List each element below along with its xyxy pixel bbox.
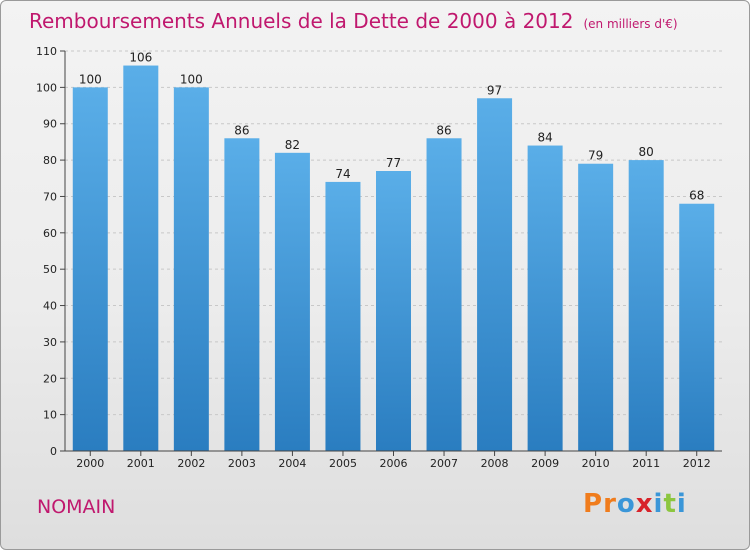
bar-2000 (72, 87, 108, 451)
y-tick-label: 10 (43, 409, 57, 422)
logo-letter: r (603, 489, 617, 519)
x-tick-label: 2000 (76, 457, 104, 470)
x-tick-label: 2010 (582, 457, 610, 470)
chart-title-main: Remboursements Annuels de la Dette de 20… (29, 9, 574, 33)
x-tick-label: 2001 (127, 457, 155, 470)
chart-title: Remboursements Annuels de la Dette de 20… (29, 9, 678, 33)
x-tick-label: 2007 (430, 457, 458, 470)
bar-2007 (426, 138, 462, 452)
x-tick-label: 2012 (683, 457, 711, 470)
bar-2004 (274, 152, 310, 451)
bar-2009 (527, 145, 563, 451)
chart-title-unit: (en milliers d'€) (583, 17, 678, 31)
y-tick-label: 0 (50, 445, 57, 458)
y-tick-label: 110 (36, 45, 57, 58)
proxiti-logo: Proxiti (583, 489, 687, 519)
y-tick-label: 30 (43, 336, 57, 349)
bars (72, 65, 715, 452)
bar-2005 (325, 181, 361, 451)
value-label: 86 (234, 123, 249, 137)
y-tick-label: 60 (43, 227, 57, 240)
y-tick-label: 40 (43, 300, 57, 313)
place-name: NOMAIN (37, 496, 116, 518)
value-label: 100 (180, 72, 203, 86)
value-label: 80 (639, 145, 654, 159)
bar-2002 (173, 87, 209, 451)
bar-2010 (578, 163, 614, 451)
axes (60, 50, 722, 456)
value-label: 84 (537, 131, 552, 145)
bar-2012 (679, 203, 715, 451)
x-tick-label: 2004 (278, 457, 306, 470)
value-label: 68 (689, 189, 704, 203)
labels: 0 10 20 30 40 50 60 70 80 90 100 110 2000 100 2001 106 2… (36, 45, 711, 470)
logo-letter: t (663, 489, 677, 519)
bar-2008 (477, 98, 513, 451)
logo-letter: x (635, 489, 654, 519)
x-tick-label: 2011 (632, 457, 660, 470)
value-label: 79 (588, 149, 603, 163)
x-tick-label: 2008 (481, 457, 509, 470)
x-tick-label: 2005 (329, 457, 357, 470)
value-label: 82 (285, 138, 300, 152)
y-tick-label: 90 (43, 118, 57, 131)
value-label: 106 (129, 51, 152, 65)
x-tick-label: 2002 (177, 457, 205, 470)
x-tick-label: 2009 (531, 457, 559, 470)
y-tick-label: 20 (43, 372, 57, 385)
value-label: 74 (335, 167, 350, 181)
y-tick-label: 50 (43, 263, 57, 276)
value-label: 100 (79, 72, 102, 86)
bar-2001 (123, 65, 159, 451)
value-label: 97 (487, 83, 502, 97)
value-label: 77 (386, 156, 401, 170)
value-label: 86 (436, 123, 451, 137)
y-tick-label: 80 (43, 154, 57, 167)
logo-letter: i (676, 489, 687, 519)
bar-2003 (224, 138, 260, 452)
x-tick-label: 2006 (380, 457, 408, 470)
x-tick-label: 2003 (228, 457, 256, 470)
y-tick-label: 70 (43, 190, 57, 203)
logo-letter: P (583, 489, 604, 519)
logo-letter: i (653, 489, 664, 519)
logo-letter: o (616, 489, 636, 519)
bar-2011 (628, 160, 664, 451)
y-tick-label: 100 (36, 81, 57, 94)
bar-2006 (376, 171, 411, 451)
